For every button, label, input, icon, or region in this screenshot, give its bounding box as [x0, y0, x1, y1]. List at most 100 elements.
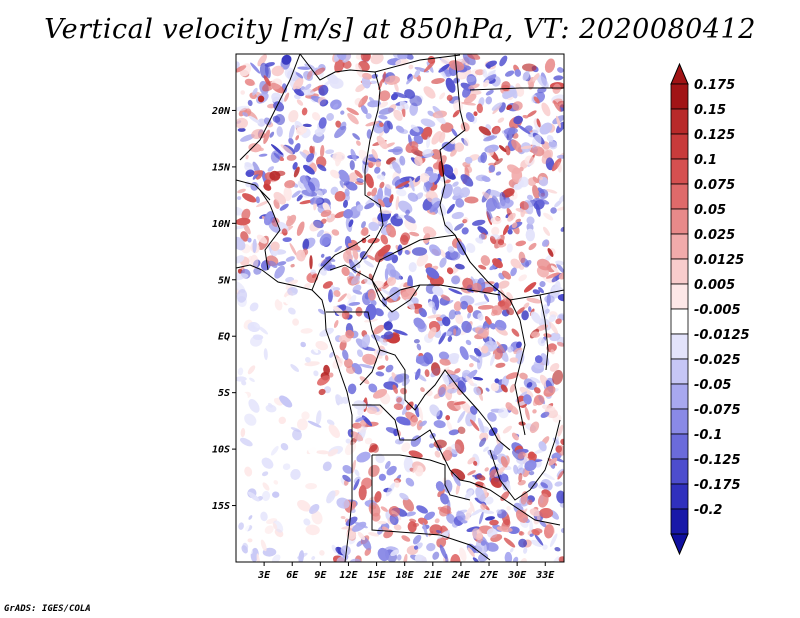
- field-cell: [328, 289, 333, 303]
- field-cell: [319, 99, 329, 107]
- field-cell: [346, 107, 359, 116]
- field-cell: [423, 86, 436, 99]
- field-cell: [492, 258, 503, 269]
- field-cell: [557, 100, 564, 108]
- field-cell: [391, 93, 398, 101]
- field-cell: [244, 78, 255, 86]
- field-cell: [463, 93, 477, 104]
- field-cell: [410, 416, 418, 427]
- field-cell: [499, 55, 508, 67]
- field-cell: [270, 393, 280, 399]
- field-cell: [263, 117, 272, 126]
- field-cell: [297, 533, 309, 545]
- field-cell: [487, 189, 502, 197]
- field-cell: [401, 378, 410, 386]
- field-cell: [557, 424, 564, 437]
- field-cell: [500, 456, 508, 468]
- field-cell: [250, 254, 259, 269]
- field-cell: [310, 375, 319, 385]
- field-cell: [513, 464, 519, 475]
- field-cell: [544, 524, 554, 539]
- field-cell: [455, 314, 464, 325]
- field-cell: [503, 537, 516, 548]
- field-cell: [272, 115, 281, 123]
- lon-tick-label: 6E: [286, 570, 299, 581]
- field-cell: [518, 176, 529, 188]
- field-cell: [302, 179, 311, 194]
- lat-tick-label: 5S: [218, 388, 230, 399]
- colorbar-swatch: [670, 433, 689, 460]
- field-cell: [482, 68, 488, 78]
- field-cell: [545, 272, 560, 279]
- field-cell: [258, 326, 269, 335]
- field-cell: [236, 376, 247, 382]
- field-cell: [533, 360, 545, 370]
- colorbar-label: 0.025: [694, 228, 735, 243]
- field-cell: [472, 219, 486, 226]
- field-cell: [354, 170, 363, 179]
- field-cell: [557, 470, 564, 480]
- field-cell: [367, 100, 381, 108]
- field-cell: [466, 526, 480, 532]
- field-cell: [516, 341, 522, 349]
- field-cell: [542, 239, 549, 247]
- field-cell: [248, 399, 260, 413]
- field-cell: [467, 304, 474, 313]
- field-cell: [440, 57, 450, 65]
- field-cell: [480, 503, 487, 511]
- field-cell: [340, 545, 351, 556]
- field-cell: [440, 493, 449, 505]
- field-cell: [451, 211, 464, 220]
- field-cell: [452, 109, 460, 118]
- field-cell: [433, 439, 447, 449]
- field-cell: [257, 54, 267, 67]
- field-cell: [268, 260, 278, 268]
- field-cell: [296, 194, 304, 202]
- field-cell: [405, 209, 410, 216]
- field-cell: [396, 416, 411, 426]
- field-cell: [498, 145, 507, 153]
- field-cell: [523, 394, 532, 405]
- field-cell: [359, 363, 374, 369]
- field-cell: [375, 371, 385, 377]
- field-cell: [337, 293, 347, 302]
- field-cell: [542, 544, 548, 550]
- field-cell: [414, 175, 421, 183]
- field-cell: [372, 388, 388, 399]
- field-cell: [375, 453, 385, 464]
- field-cell: [506, 104, 513, 111]
- field-cell: [278, 281, 287, 293]
- field-cell: [415, 368, 421, 380]
- field-cell: [441, 316, 451, 327]
- field-cell: [542, 226, 551, 236]
- field-cell: [494, 378, 500, 384]
- field-cell: [459, 547, 467, 562]
- field-cell: [368, 444, 378, 453]
- field-cell: [446, 420, 453, 431]
- field-cell: [423, 60, 436, 73]
- field-cell: [416, 253, 429, 267]
- field-cell: [365, 121, 380, 127]
- field-cell: [370, 54, 384, 65]
- field-cell: [523, 302, 530, 309]
- field-cell: [461, 227, 469, 235]
- field-cell: [249, 377, 255, 383]
- field-cell: [267, 166, 274, 172]
- field-cell: [341, 310, 350, 320]
- field-cell: [261, 490, 271, 502]
- field-cell: [344, 441, 357, 456]
- field-cell: [346, 293, 352, 300]
- field-cell: [539, 281, 546, 288]
- field-cell: [512, 101, 523, 111]
- field-cell: [497, 300, 506, 307]
- colorbar-swatch: [670, 258, 689, 285]
- field-cell: [437, 488, 445, 498]
- field-cell: [533, 394, 545, 406]
- colorbar-label: -0.05: [694, 378, 731, 393]
- field-cell: [516, 307, 525, 315]
- field-cell: [288, 530, 295, 537]
- field-cell: [394, 82, 399, 93]
- field-cell: [375, 160, 381, 168]
- field-cell: [376, 135, 388, 150]
- field-cell: [318, 117, 327, 129]
